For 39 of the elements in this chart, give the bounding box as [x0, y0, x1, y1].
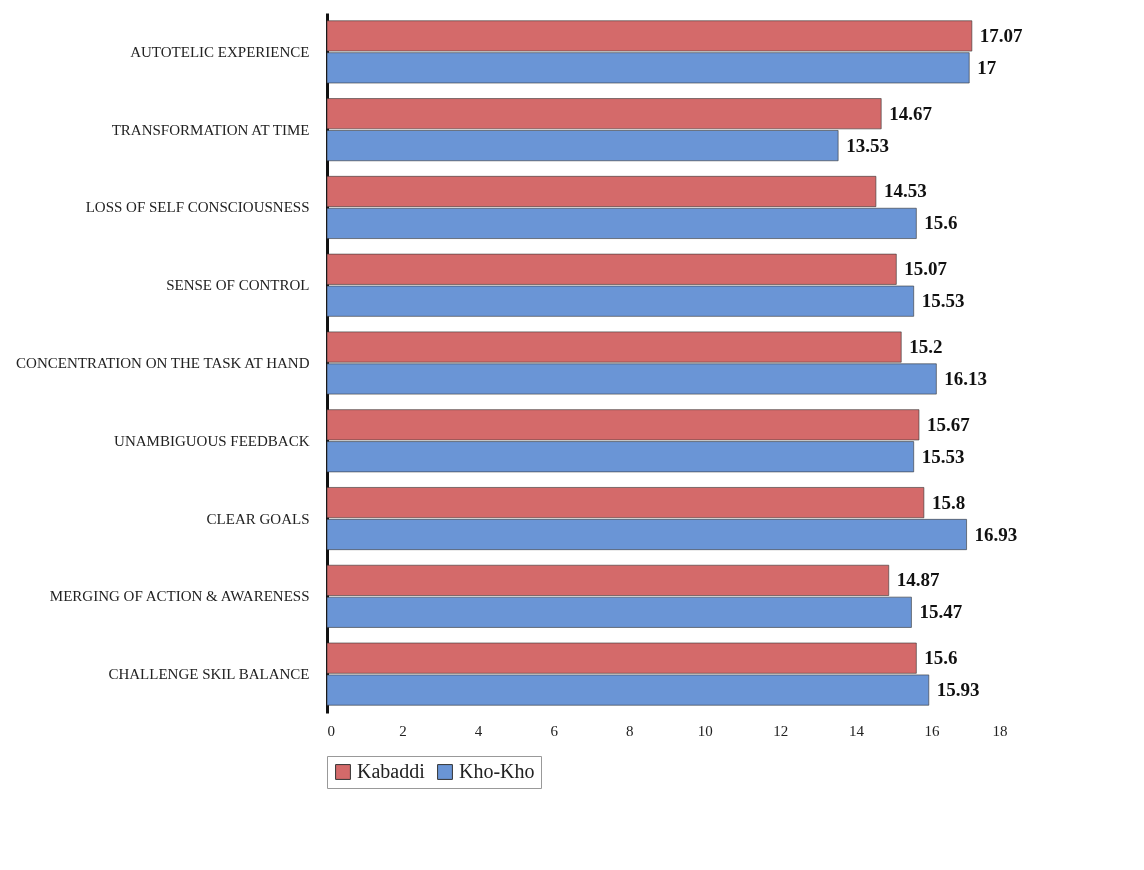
y-tick-label: MERGING OF ACTION & AWARENESS	[49, 588, 310, 605]
data-label: 17	[977, 56, 997, 78]
data-label: 16.13	[944, 367, 988, 389]
data-label: 15.8	[931, 491, 966, 513]
data-label: 15.6	[924, 647, 958, 669]
data-label: 14.87	[896, 569, 941, 591]
y-tick-label: UNAMBIGUOUS FEEDBACK	[114, 432, 310, 449]
y-tick-label: CLEAR GOALS	[206, 510, 310, 527]
y-tick-label: LOSS OF SELF CONSCIOUSNESS	[85, 199, 310, 216]
legend-label: Kho-Kho	[459, 760, 535, 782]
data-label: 16.93	[974, 523, 1018, 545]
x-tick-label: 8	[625, 722, 634, 739]
x-tick-label: 6	[550, 722, 559, 739]
y-tick-label: AUTOTELIC EXPERIENCE	[130, 43, 310, 60]
x-tick-label: 10	[697, 722, 713, 739]
legend-label: Kabaddi	[357, 760, 426, 782]
x-tick-label: 12	[773, 722, 789, 739]
data-label: 15.53	[921, 445, 965, 467]
data-label: 13.53	[846, 134, 889, 156]
x-tick-label: 14	[848, 722, 865, 739]
data-label: 14.67	[889, 102, 933, 124]
data-label: 15.6	[924, 212, 958, 234]
x-tick-label: 2	[399, 722, 407, 739]
x-tick-label: 18	[992, 722, 1008, 739]
y-tick-label: CONCENTRATION ON THE TASK AT HAND	[16, 355, 310, 371]
x-tick-label: 4	[474, 722, 483, 739]
y-tick-label: SENSE OF CONTROL	[166, 277, 310, 294]
y-tick-label: TRANSFORMATION AT TIME	[111, 121, 310, 138]
data-label: 17.07	[979, 24, 1024, 46]
y-tick-label: CHALLENGE SKIL BALANCE	[108, 666, 310, 683]
data-label: 15.2	[909, 336, 943, 358]
x-tick-label: 0	[327, 722, 335, 739]
x-tick-label: 16	[924, 722, 940, 739]
data-label: 15.93	[936, 679, 980, 701]
data-label: 15.07	[904, 258, 948, 280]
data-label: 15.67	[926, 413, 971, 435]
data-label: 14.53	[883, 180, 927, 202]
data-label: 15.53	[921, 290, 965, 312]
data-label: 15.47	[919, 601, 963, 623]
